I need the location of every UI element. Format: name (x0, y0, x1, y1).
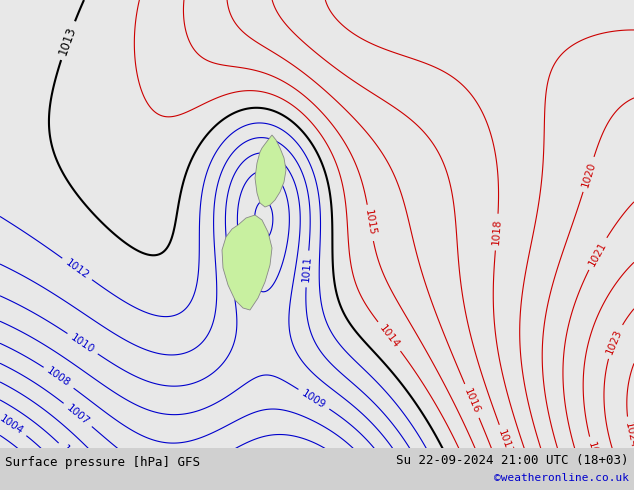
Text: 1018: 1018 (491, 219, 503, 245)
Text: 1016: 1016 (462, 387, 482, 415)
Text: 1009: 1009 (235, 244, 251, 272)
Text: 1022: 1022 (586, 441, 603, 468)
Text: 1006: 1006 (217, 470, 244, 490)
Text: Surface pressure [hPa] GFS: Surface pressure [hPa] GFS (5, 456, 200, 468)
Text: 1021: 1021 (586, 240, 608, 268)
Text: 1013: 1013 (56, 24, 79, 57)
Text: Su 22-09-2024 21:00 UTC (18+03): Su 22-09-2024 21:00 UTC (18+03) (396, 454, 629, 466)
Bar (0, 448, 634, 490)
Text: 1005: 1005 (59, 443, 84, 469)
Text: 1024: 1024 (623, 421, 634, 449)
Text: 1007: 1007 (65, 403, 91, 427)
Text: 1023: 1023 (605, 327, 624, 356)
Text: 1003: 1003 (36, 465, 60, 490)
Text: 1017: 1017 (496, 428, 515, 456)
Polygon shape (255, 135, 286, 207)
Text: 1014: 1014 (377, 323, 401, 350)
Text: 1009: 1009 (300, 388, 328, 410)
Text: ©weatheronline.co.uk: ©weatheronline.co.uk (494, 473, 629, 483)
Polygon shape (222, 215, 272, 310)
Text: 1012: 1012 (63, 257, 91, 281)
Text: 1008: 1008 (45, 366, 72, 389)
Text: 1020: 1020 (580, 160, 597, 188)
Text: 1011: 1011 (301, 255, 313, 282)
Text: 1015: 1015 (363, 209, 377, 237)
Text: 1019: 1019 (541, 464, 559, 490)
Text: 1006: 1006 (98, 459, 124, 485)
Text: 1010: 1010 (69, 332, 96, 355)
Text: 1004: 1004 (0, 414, 25, 437)
